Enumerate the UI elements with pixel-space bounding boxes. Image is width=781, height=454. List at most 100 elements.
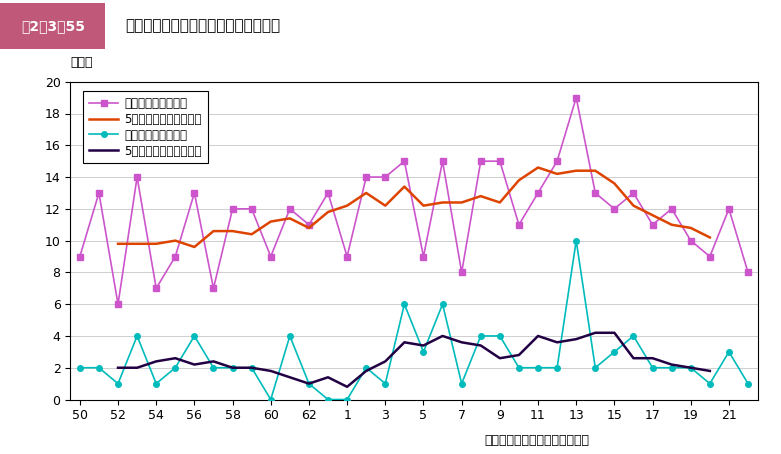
- 各年日本への上陸数: [305, 381, 314, 386]
- 各年日本への上陸数: [514, 365, 523, 370]
- 5年移動平均（上陸数）: [113, 365, 123, 370]
- 5年移動平均（上陸数）: [190, 362, 199, 367]
- 5年移動平均（接近数）: [686, 225, 695, 231]
- 5年移動平均（上陸数）: [476, 343, 486, 348]
- 各年日本への接近数: [610, 206, 619, 212]
- 各年日本への上陸数: [533, 365, 543, 370]
- 各年日本への接近数: [552, 158, 562, 164]
- 各年日本への接近数: [648, 222, 658, 227]
- 各年日本への上陸数: [572, 238, 581, 243]
- 各年日本への上陸数: [380, 381, 390, 386]
- 5年移動平均（上陸数）: [590, 330, 600, 336]
- 各年日本への上陸数: [75, 365, 84, 370]
- 各年日本への接近数: [667, 206, 676, 212]
- 5年移動平均（上陸数）: [209, 359, 218, 364]
- 5年移動平均（上陸数）: [495, 355, 505, 361]
- 5年移動平均（接近数）: [476, 193, 486, 199]
- 各年日本への上陸数: [629, 333, 638, 339]
- 5年移動平均（接近数）: [438, 200, 448, 205]
- 5年移動平均（接近数）: [495, 200, 505, 205]
- 5年移動平均（上陸数）: [152, 359, 161, 364]
- 各年日本への接近数: [228, 206, 237, 212]
- 各年日本への接近数: [190, 190, 199, 196]
- 5年移動平均（接近数）: [705, 235, 715, 240]
- 各年日本への上陸数: [667, 365, 676, 370]
- 各年日本への上陸数: [419, 349, 428, 355]
- 5年移動平均（接近数）: [190, 244, 199, 250]
- 各年日本への接近数: [705, 254, 715, 259]
- 5年移動平均（接近数）: [590, 168, 600, 173]
- 各年日本への接近数: [514, 222, 523, 227]
- Text: （個）: （個）: [70, 56, 93, 69]
- Line: 各年日本への接近数: 各年日本への接近数: [77, 95, 751, 307]
- 5年移動平均（接近数）: [533, 165, 543, 170]
- 各年日本への上陸数: [228, 365, 237, 370]
- 5年移動平均（上陸数）: [380, 359, 390, 364]
- 5年移動平均（上陸数）: [705, 368, 715, 374]
- 5年移動平均（上陸数）: [133, 365, 142, 370]
- 各年日本への上陸数: [610, 349, 619, 355]
- 各年日本への接近数: [419, 254, 428, 259]
- 各年日本への上陸数: [170, 365, 180, 370]
- 5年移動平均（上陸数）: [629, 355, 638, 361]
- 各年日本への接近数: [362, 174, 371, 180]
- 各年日本への上陸数: [285, 333, 294, 339]
- 5年移動平均（上陸数）: [342, 384, 351, 390]
- 5年移動平均（接近数）: [648, 212, 658, 218]
- 各年日本への上陸数: [648, 365, 658, 370]
- 5年移動平均（上陸数）: [419, 343, 428, 348]
- 5年移動平均（接近数）: [629, 203, 638, 208]
- 5年移動平均（上陸数）: [667, 362, 676, 367]
- 5年移動平均（接近数）: [572, 168, 581, 173]
- 5年移動平均（上陸数）: [438, 333, 448, 339]
- 5年移動平均（接近数）: [285, 216, 294, 221]
- 各年日本への上陸数: [323, 397, 333, 402]
- 各年日本への上陸数: [247, 365, 256, 370]
- 各年日本への上陸数: [724, 349, 733, 355]
- 各年日本への接近数: [342, 254, 351, 259]
- 各年日本への接近数: [133, 174, 142, 180]
- 5年移動平均（上陸数）: [170, 355, 180, 361]
- 5年移動平均（上陸数）: [648, 355, 658, 361]
- 各年日本への接近数: [113, 301, 123, 307]
- 5年移動平均（接近数）: [380, 203, 390, 208]
- 5年移動平均（上陸数）: [362, 368, 371, 374]
- 各年日本への上陸数: [476, 333, 486, 339]
- 各年日本への接近数: [438, 158, 448, 164]
- 5年移動平均（上陸数）: [228, 365, 237, 370]
- Legend: 各年日本への接近数, 5年移動平均（接近数）, 各年日本への上陸数, 5年移動平均（上陸数）: 各年日本への接近数, 5年移動平均（接近数）, 各年日本への上陸数, 5年移動平…: [83, 91, 208, 163]
- 各年日本への上陸数: [400, 301, 409, 307]
- 5年移動平均（接近数）: [266, 219, 276, 224]
- 各年日本への上陸数: [686, 365, 695, 370]
- 5年移動平均（接近数）: [514, 178, 523, 183]
- 各年日本への接近数: [247, 206, 256, 212]
- 5年移動平均（接近数）: [113, 241, 123, 247]
- 各年日本への接近数: [323, 190, 333, 196]
- 5年移動平均（接近数）: [228, 228, 237, 234]
- 各年日本への上陸数: [552, 365, 562, 370]
- 各年日本への接近数: [152, 286, 161, 291]
- 各年日本への接近数: [75, 254, 84, 259]
- 5年移動平均（上陸数）: [514, 352, 523, 358]
- 各年日本への上陸数: [438, 301, 448, 307]
- Text: 台風の日本への接近数と上陸数の推移: 台風の日本への接近数と上陸数の推移: [125, 19, 280, 34]
- 各年日本への接近数: [572, 95, 581, 100]
- 5年移動平均（上陸数）: [457, 340, 466, 345]
- 5年移動平均（上陸数）: [610, 330, 619, 336]
- Text: （気象庁資料より内閉府作成）: （気象庁資料より内閉府作成）: [484, 434, 589, 447]
- 5年移動平均（接近数）: [247, 232, 256, 237]
- 各年日本への上陸数: [266, 397, 276, 402]
- 各年日本への上陸数: [190, 333, 199, 339]
- 各年日本への上陸数: [457, 381, 466, 386]
- 各年日本への接近数: [305, 222, 314, 227]
- 各年日本への接近数: [457, 270, 466, 275]
- 5年移動平均（上陸数）: [552, 340, 562, 345]
- 各年日本への上陸数: [342, 397, 351, 402]
- 5年移動平均（接近数）: [170, 238, 180, 243]
- 5年移動平均（接近数）: [133, 241, 142, 247]
- 5年移動平均（上陸数）: [533, 333, 543, 339]
- 各年日本への上陸数: [133, 333, 142, 339]
- 5年移動平均（上陸数）: [400, 340, 409, 345]
- 5年移動平均（接近数）: [209, 228, 218, 234]
- 5年移動平均（上陸数）: [266, 368, 276, 374]
